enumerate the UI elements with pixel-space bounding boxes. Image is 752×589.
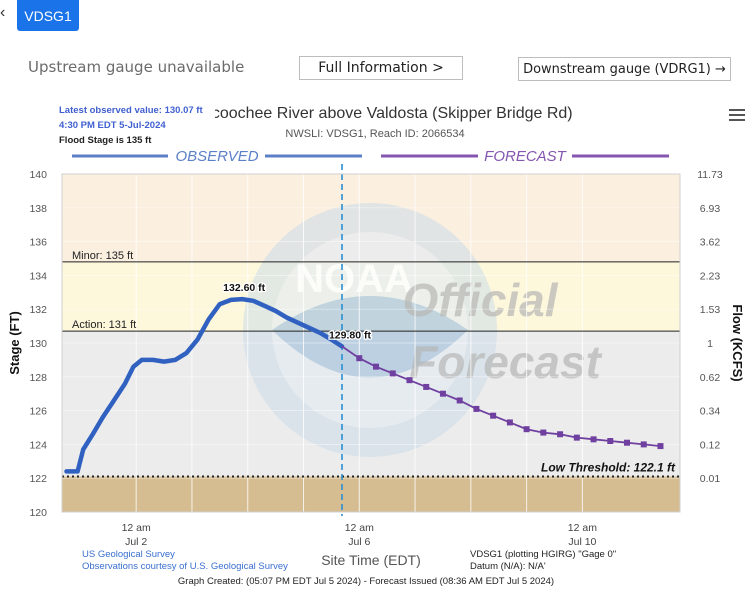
- x-tick-label: 12 am: [345, 522, 374, 534]
- y-axis-label: Stage (FT): [7, 311, 22, 375]
- y2-tick-label: 2.23: [700, 270, 721, 282]
- gage-info: VDSG1 (plotting HGIRG) "Gage 0": [470, 549, 616, 560]
- label-layer: 132.60 ft 129.80 ft: [222, 281, 373, 343]
- y-tick-label: 128: [29, 372, 47, 384]
- chart-menu-icon[interactable]: [729, 109, 745, 123]
- x-tick-date: Jul 2: [125, 536, 147, 548]
- forecast-point: [389, 370, 396, 377]
- band-normal: [62, 331, 680, 477]
- stage-bands: [62, 174, 680, 512]
- forecast-point: [640, 441, 647, 448]
- chart-subtitle: NWSLI: VDSG1, Reach ID: 2066534: [285, 128, 464, 140]
- observed-line: [64, 296, 345, 474]
- y-tick-label: 130: [29, 338, 47, 350]
- forecast-point: [356, 355, 363, 362]
- band-flood: [62, 174, 680, 262]
- forecast-point: [406, 377, 413, 384]
- forecast-point: [523, 426, 530, 433]
- band-below-low-threshold: [62, 476, 680, 512]
- y-tick-label: 138: [29, 203, 47, 215]
- forecast-label: FORECAST: [484, 148, 568, 165]
- forecast-point: [540, 429, 547, 436]
- y-tick-label: 134: [29, 270, 47, 282]
- series-layer: [64, 164, 664, 516]
- latest-observed-time: 4:30 PM EDT 5-Jul-2024: [59, 120, 166, 131]
- x-axis-label: Site Time (EDT): [321, 552, 421, 568]
- back-chevron-icon[interactable]: ‹: [0, 4, 6, 21]
- y2-tick-label: 6.93: [700, 203, 721, 215]
- x-tick-label: 12 am: [122, 522, 151, 534]
- y-tick-label: 122: [29, 473, 47, 485]
- x-tick-label: 12 am: [568, 522, 597, 534]
- action-threshold-label: Action: 131 ft: [72, 319, 136, 331]
- y2-tick-label: 1.53: [700, 304, 721, 316]
- y2-tick-label: 0.01: [700, 473, 721, 485]
- peak-value-label: 132.60 ft: [223, 282, 266, 294]
- upstream-gauge-text: Upstream gauge unavailable: [28, 58, 245, 76]
- y2-tick-label: 0.62: [700, 372, 721, 384]
- gauge-tab[interactable]: VDSG1: [17, 0, 79, 31]
- y-tick-label: 136: [29, 237, 47, 249]
- forecast-point: [657, 443, 664, 450]
- forecast-point: [473, 405, 480, 412]
- band-action: [62, 261, 680, 332]
- forecast-point: [607, 438, 614, 445]
- observed-label: OBSERVED: [175, 148, 258, 165]
- threshold-lines: Minor: 135 ft Action: 131 ft Low Threshold…: [62, 250, 680, 478]
- forecast-point: [506, 419, 513, 426]
- x-tick-date: Jul 6: [348, 536, 370, 548]
- forecast-point: [490, 412, 497, 419]
- forecast-point: [439, 390, 446, 397]
- noaa-logo-icon: [243, 203, 497, 457]
- y2-tick-label: 1: [707, 338, 713, 350]
- y2-tick-label: 0.34: [700, 406, 721, 418]
- forecast-point: [373, 363, 380, 370]
- minor-threshold-label: Minor: 135 ft: [72, 250, 133, 262]
- y-tick-label: 124: [29, 439, 47, 451]
- y-tick-label: 140: [29, 169, 47, 181]
- y-tick-label: 120: [29, 507, 47, 519]
- flood-stage-note: Flood Stage is 135 ft: [59, 135, 152, 146]
- usgs-courtesy-link: Observations courtesy of U.S. Geological…: [82, 561, 288, 572]
- y2-tick-label: 3.62: [700, 237, 721, 249]
- usgs-link: US Geological Survey: [82, 549, 175, 560]
- forecast-point: [557, 431, 564, 438]
- forecast-point: [423, 383, 430, 390]
- y2-tick-label: 11.73: [697, 169, 723, 181]
- forecast-watermark: Forecast: [409, 336, 602, 388]
- y2-tick-label: 0.12: [700, 439, 721, 451]
- official-forecast-watermark: Official: [402, 274, 558, 326]
- downstream-gauge-button[interactable]: Downstream gauge (VDRG1) →: [518, 57, 731, 81]
- latest-value-label: 129.80 ft: [329, 329, 372, 341]
- y-tick-label: 126: [29, 406, 47, 418]
- low-threshold-label: Low Threshold: 122.1 ft: [541, 461, 676, 475]
- full-information-button[interactable]: Full Information >: [299, 56, 463, 80]
- axes-layer: 120 122 124 126 128 130 132 134 136 138 140 12 am Ju…: [29, 169, 722, 548]
- chart-title: Withlacoochee River above Valdosta (Skip…: [167, 105, 572, 122]
- x-tick-date: Jul 10: [568, 536, 596, 548]
- noaa-logo-text: NOAA: [295, 257, 413, 301]
- plot-border: [61, 173, 681, 513]
- noaa-watermark: NOAA Official Forecast: [243, 203, 603, 457]
- forecast-point: [624, 439, 631, 446]
- y2-axis-label: Flow (KCFS): [730, 304, 745, 381]
- forecast-point: [456, 397, 463, 404]
- datum-info: Datum (N/A): N/A': [470, 561, 546, 572]
- graph-created-note: Graph Created: (05:07 PM EDT Jul 5 2024)…: [178, 576, 554, 587]
- forecast-point: [590, 436, 597, 443]
- latest-observed-value: Latest observed value: 130.07 ft: [59, 105, 203, 116]
- y-tick-label: 132: [29, 304, 47, 316]
- forecast-point: [573, 434, 580, 441]
